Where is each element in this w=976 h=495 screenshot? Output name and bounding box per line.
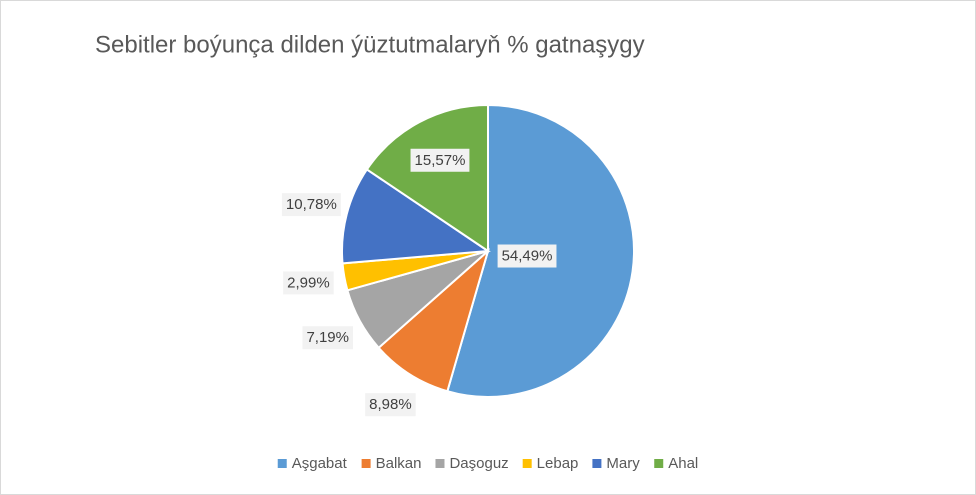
data-label: 15,57% bbox=[415, 152, 466, 169]
label-bg bbox=[497, 244, 557, 268]
data-label: 8,98% bbox=[369, 396, 412, 413]
pie-slice bbox=[341, 168, 491, 265]
data-label: 7,19% bbox=[306, 329, 349, 346]
legend-label: Lebap bbox=[537, 455, 579, 472]
legend-swatch bbox=[277, 459, 287, 468]
legend-swatch bbox=[592, 459, 602, 468]
label-bg bbox=[302, 326, 353, 350]
label-bg bbox=[281, 193, 341, 217]
data-label: 2,99% bbox=[287, 274, 330, 291]
legend-swatch bbox=[435, 459, 445, 468]
chart-title: Sebitler boýunça dilden ýüztutmalaryň % … bbox=[95, 31, 645, 58]
legend-label: Aşgabat bbox=[292, 455, 348, 472]
legend-label: Daşoguz bbox=[449, 455, 508, 472]
legend-label: Ahal bbox=[668, 455, 698, 472]
pie-slice bbox=[377, 247, 490, 393]
label-bg bbox=[283, 271, 334, 295]
legend-swatch bbox=[522, 459, 532, 468]
label-bg bbox=[365, 393, 416, 417]
legend-label: Mary bbox=[606, 455, 640, 472]
legend-swatch bbox=[654, 459, 664, 468]
data-label: 10,78% bbox=[286, 196, 337, 213]
legend-swatch bbox=[361, 459, 371, 468]
legend-label: Balkan bbox=[376, 455, 422, 472]
label-bg bbox=[410, 148, 470, 172]
data-label: 54,49% bbox=[502, 248, 553, 265]
pie-slice bbox=[365, 103, 489, 253]
